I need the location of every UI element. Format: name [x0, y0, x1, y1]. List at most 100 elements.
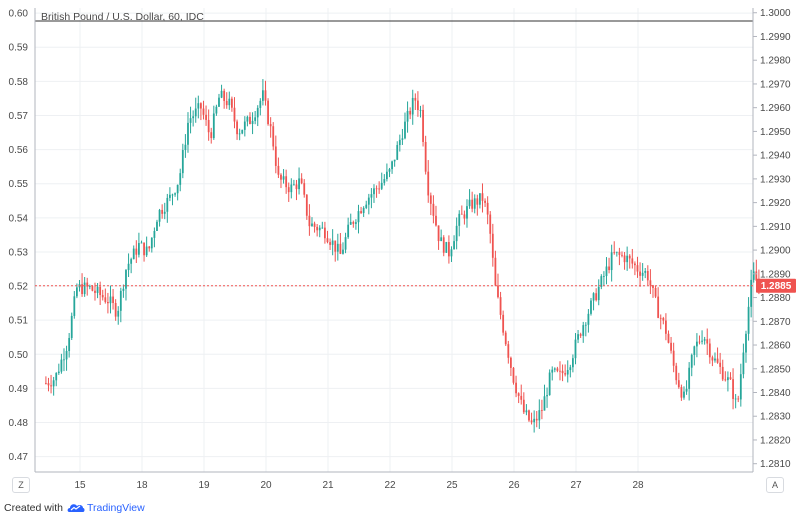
candle[interactable]	[109, 285, 112, 314]
candle[interactable]	[473, 194, 476, 214]
candle[interactable]	[559, 361, 561, 381]
candle[interactable]	[383, 174, 386, 186]
candle[interactable]	[486, 196, 489, 225]
candle[interactable]	[528, 409, 530, 422]
candle[interactable]	[318, 225, 321, 238]
candle[interactable]	[543, 384, 546, 411]
candle[interactable]	[342, 242, 344, 255]
candle[interactable]	[703, 336, 706, 345]
candle[interactable]	[406, 101, 409, 133]
candle[interactable]	[298, 167, 300, 195]
candle[interactable]	[688, 362, 691, 401]
candle[interactable]	[641, 263, 644, 281]
candle[interactable]	[401, 128, 404, 145]
candle[interactable]	[411, 89, 414, 125]
candle[interactable]	[739, 363, 742, 407]
candle[interactable]	[344, 232, 347, 254]
candle[interactable]	[179, 168, 182, 192]
candle[interactable]	[192, 110, 195, 127]
candle[interactable]	[88, 284, 91, 290]
candle[interactable]	[293, 179, 295, 186]
candle[interactable]	[491, 223, 494, 267]
candle[interactable]	[569, 364, 572, 378]
candle[interactable]	[538, 399, 541, 429]
candle[interactable]	[60, 353, 63, 374]
candle[interactable]	[701, 330, 703, 345]
candle[interactable]	[119, 287, 122, 323]
candle[interactable]	[618, 247, 621, 266]
chart-area[interactable]: 0.60 0.59 0.58 0.57 0.56 0.55 0.54 0.53 0.52 0.51…	[0, 0, 800, 495]
candle[interactable]	[378, 181, 381, 194]
candle[interactable]	[184, 134, 187, 158]
candle[interactable]	[644, 268, 647, 279]
candle[interactable]	[708, 338, 711, 364]
candle[interactable]	[339, 232, 342, 255]
candle[interactable]	[734, 394, 737, 409]
candle[interactable]	[484, 198, 486, 207]
candle[interactable]	[228, 91, 231, 110]
candle[interactable]	[163, 202, 166, 220]
candle[interactable]	[360, 206, 362, 215]
candle[interactable]	[453, 235, 455, 250]
candle[interactable]	[429, 192, 432, 216]
candle[interactable]	[238, 128, 241, 141]
candle[interactable]	[659, 314, 662, 330]
candle[interactable]	[370, 188, 373, 209]
candle[interactable]	[388, 167, 391, 178]
candle[interactable]	[321, 221, 324, 229]
candle[interactable]	[755, 259, 758, 281]
candle[interactable]	[654, 285, 657, 299]
candle[interactable]	[241, 129, 244, 135]
candle[interactable]	[156, 219, 158, 231]
candle[interactable]	[290, 178, 293, 199]
candle[interactable]	[127, 253, 130, 278]
candle[interactable]	[662, 316, 665, 325]
candle[interactable]	[357, 204, 360, 234]
candle[interactable]	[197, 95, 200, 119]
candle[interactable]	[150, 237, 153, 253]
price-chart[interactable]: 0.60 0.59 0.58 0.57 0.56 0.55 0.54 0.53 0.52 0.51…	[0, 0, 800, 495]
candle[interactable]	[427, 160, 430, 203]
candle[interactable]	[308, 204, 311, 236]
candle[interactable]	[445, 241, 448, 254]
candle[interactable]	[476, 194, 479, 216]
candle[interactable]	[65, 345, 68, 371]
candle[interactable]	[300, 173, 303, 185]
candle[interactable]	[277, 157, 280, 179]
candle[interactable]	[553, 367, 556, 373]
candle[interactable]	[450, 246, 453, 262]
candle[interactable]	[729, 372, 732, 380]
candle[interactable]	[639, 262, 641, 287]
candle[interactable]	[223, 88, 226, 109]
candle[interactable]	[422, 104, 424, 147]
candle[interactable]	[551, 366, 554, 381]
candle[interactable]	[329, 238, 331, 251]
candle[interactable]	[305, 194, 308, 220]
candle[interactable]	[148, 245, 151, 252]
candle[interactable]	[96, 282, 99, 299]
candle[interactable]	[122, 284, 125, 298]
candle[interactable]	[670, 336, 672, 354]
tradingview-cloud-icon[interactable]	[67, 502, 85, 514]
candle[interactable]	[564, 364, 567, 377]
candle[interactable]	[595, 288, 598, 302]
candle[interactable]	[455, 217, 458, 250]
candle[interactable]	[724, 371, 727, 382]
candle[interactable]	[86, 277, 89, 296]
candle[interactable]	[269, 117, 272, 138]
candle[interactable]	[158, 208, 161, 227]
candle[interactable]	[448, 235, 450, 264]
candle[interactable]	[380, 172, 383, 191]
candle[interactable]	[727, 371, 729, 392]
candle[interactable]	[646, 265, 649, 286]
candle[interactable]	[153, 227, 156, 248]
candle[interactable]	[615, 251, 618, 257]
candle[interactable]	[525, 404, 528, 416]
candle[interactable]	[176, 184, 179, 201]
candle[interactable]	[579, 332, 582, 338]
candle[interactable]	[608, 257, 610, 274]
candle[interactable]	[675, 362, 678, 385]
candle[interactable]	[732, 368, 734, 410]
candle[interactable]	[520, 384, 523, 405]
candle[interactable]	[107, 292, 109, 314]
